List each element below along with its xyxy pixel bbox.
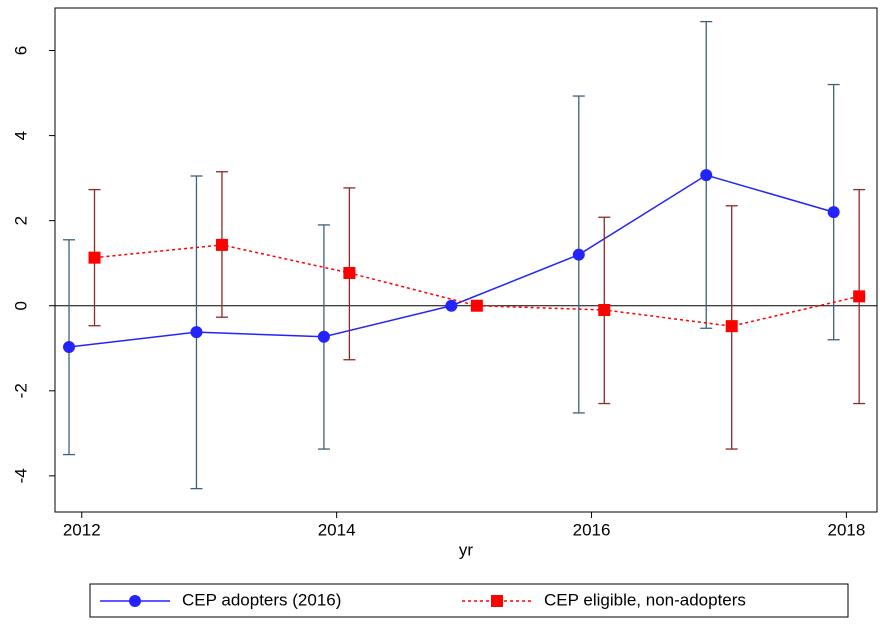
point bbox=[853, 290, 866, 303]
point bbox=[190, 326, 203, 339]
plot-frame bbox=[54, 7, 878, 513]
point bbox=[317, 330, 330, 343]
y-tick-label: 6 bbox=[11, 46, 30, 55]
point bbox=[215, 238, 228, 251]
y-tick-label: 2 bbox=[11, 216, 30, 225]
y-tick-label: 0 bbox=[11, 301, 30, 310]
point bbox=[470, 299, 483, 312]
point bbox=[343, 266, 356, 279]
y-tick-label: -2 bbox=[11, 383, 30, 398]
point bbox=[572, 248, 585, 261]
legend-label: CEP eligible, non-adopters bbox=[544, 590, 746, 609]
point bbox=[598, 303, 611, 316]
y-tick-label: -4 bbox=[11, 468, 30, 483]
x-tick-label: 2014 bbox=[318, 520, 356, 539]
x-tick-label: 2012 bbox=[63, 520, 101, 539]
legend-label: CEP adopters (2016) bbox=[182, 590, 341, 609]
point bbox=[445, 299, 458, 312]
point bbox=[700, 169, 713, 182]
series-line bbox=[94, 244, 860, 327]
point bbox=[725, 320, 738, 333]
point bbox=[88, 251, 101, 264]
x-tick-label: 2016 bbox=[573, 520, 611, 539]
point bbox=[827, 206, 840, 219]
legend-marker bbox=[129, 595, 141, 607]
series-line bbox=[68, 174, 834, 348]
legend-marker bbox=[491, 595, 503, 607]
x-axis-title: yr bbox=[459, 540, 474, 559]
x-tick-label: 2018 bbox=[827, 520, 865, 539]
y-tick-label: 4 bbox=[11, 131, 30, 140]
point bbox=[63, 340, 76, 353]
